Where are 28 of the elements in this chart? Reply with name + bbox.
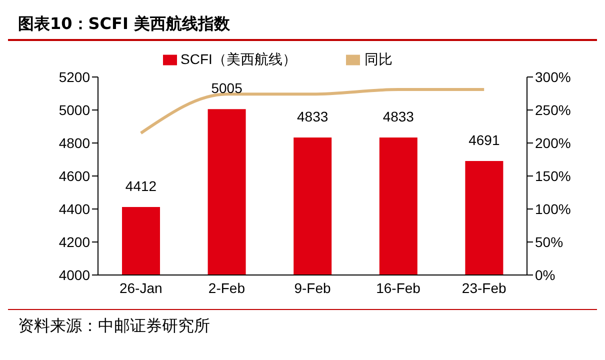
legend-label: 同比 bbox=[364, 51, 392, 67]
data-label: 4691 bbox=[468, 132, 500, 148]
y2-tick-label: 200% bbox=[535, 134, 571, 151]
chart-title: 图表10：SCFI 美西航线指数 bbox=[8, 8, 597, 41]
y2-tick-label: 250% bbox=[535, 102, 571, 118]
x-tick-label: 9-Feb bbox=[294, 280, 331, 296]
legend-label: SCFI（美西航线） bbox=[180, 51, 296, 67]
y-tick-label: 4800 bbox=[58, 134, 90, 151]
y2-tick-label: 100% bbox=[535, 200, 571, 217]
y2-tick-label: 300% bbox=[535, 68, 571, 85]
y2-tick-label: 0% bbox=[535, 266, 556, 283]
x-tick-label: 26-Jan bbox=[119, 280, 162, 296]
data-label: 4833 bbox=[382, 108, 414, 125]
y-tick-label: 4400 bbox=[58, 200, 90, 217]
y-tick-label: 5000 bbox=[58, 102, 90, 118]
y-tick-label: 4200 bbox=[58, 234, 90, 250]
y2-tick-label: 50% bbox=[535, 234, 564, 250]
x-tick-label: 2-Feb bbox=[208, 280, 246, 296]
x-tick-label: 16-Feb bbox=[376, 280, 421, 296]
y2-tick-label: 150% bbox=[535, 168, 571, 184]
data-label: 4833 bbox=[297, 108, 328, 125]
data-label: 5005 bbox=[211, 80, 243, 96]
y-tick-label: 4000 bbox=[58, 266, 90, 283]
y-tick-label: 4600 bbox=[58, 168, 90, 184]
x-tick-label: 23-Feb bbox=[462, 280, 506, 296]
text: 资料来源：中邮证券研究所 bbox=[18, 316, 211, 337]
y-tick-label: 5200 bbox=[58, 68, 90, 85]
data-label: 4412 bbox=[125, 178, 157, 194]
